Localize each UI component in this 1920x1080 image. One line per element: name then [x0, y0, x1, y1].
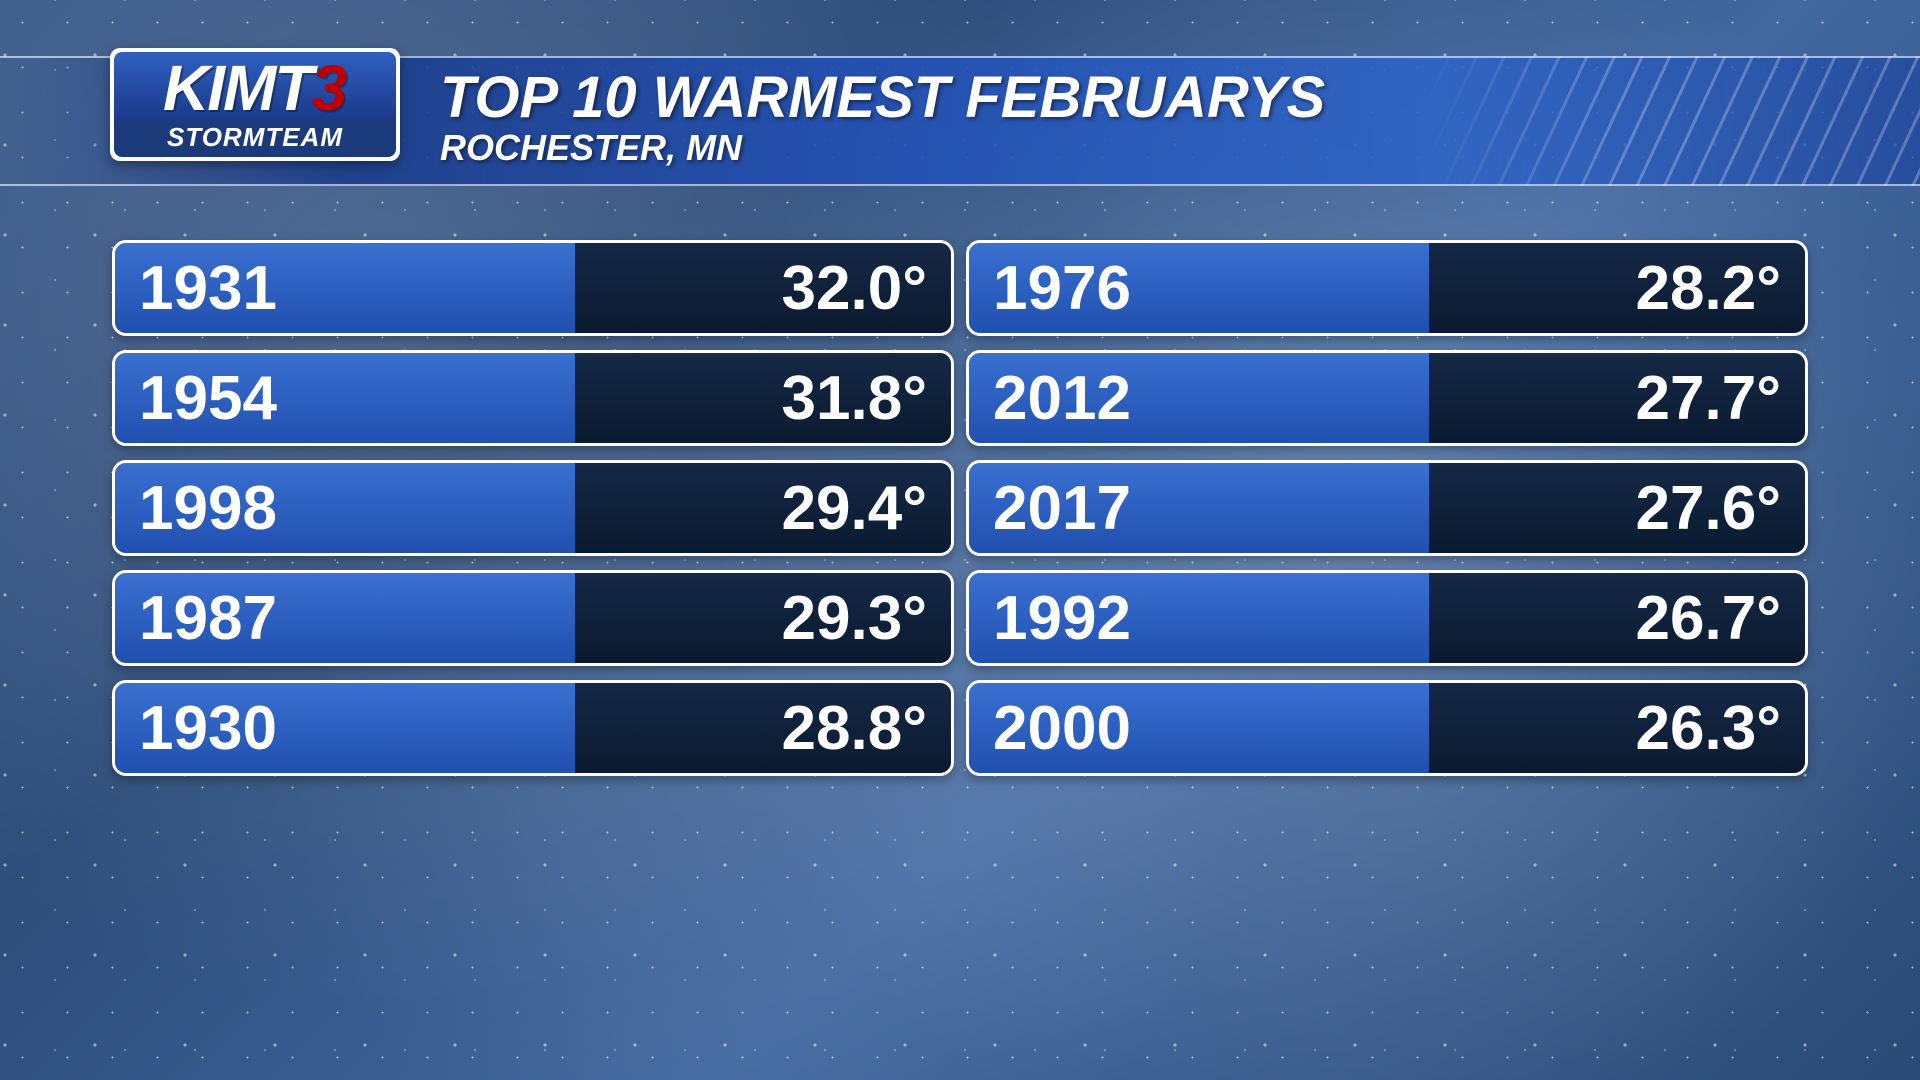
table-row: 2017 27.6°: [966, 460, 1808, 556]
data-column-left: 1931 32.0° 1954 31.8° 1998 29.4° 1987 29…: [112, 240, 954, 776]
year-cell: 1930: [115, 683, 575, 773]
year-cell: 1976: [969, 243, 1429, 333]
temp-cell: 29.3°: [575, 573, 951, 663]
header-diagonal-pattern: [1420, 56, 1920, 186]
year-cell: 2017: [969, 463, 1429, 553]
temp-cell: 27.7°: [1429, 353, 1805, 443]
logo-channel-text: 3: [311, 56, 347, 120]
table-row: 1998 29.4°: [112, 460, 954, 556]
station-logo: KIMT 3 STORMTEAM: [110, 48, 400, 161]
temp-cell: 32.0°: [575, 243, 951, 333]
temp-cell: 29.4°: [575, 463, 951, 553]
year-cell: 1998: [115, 463, 575, 553]
table-row: 2000 26.3°: [966, 680, 1808, 776]
data-table: 1931 32.0° 1954 31.8° 1998 29.4° 1987 29…: [112, 240, 1808, 776]
temp-cell: 31.8°: [575, 353, 951, 443]
year-cell: 1954: [115, 353, 575, 443]
logo-bottom-row: STORMTEAM: [114, 120, 396, 157]
table-row: 1931 32.0°: [112, 240, 954, 336]
table-row: 1976 28.2°: [966, 240, 1808, 336]
logo-container: KIMT 3 STORMTEAM: [110, 48, 400, 161]
table-row: 1930 28.8°: [112, 680, 954, 776]
table-row: 1987 29.3°: [112, 570, 954, 666]
year-cell: 2012: [969, 353, 1429, 443]
subtitle: ROCHESTER, MN: [440, 127, 1325, 169]
logo-top-row: KIMT 3: [114, 52, 396, 120]
year-cell: 2000: [969, 683, 1429, 773]
temp-cell: 27.6°: [1429, 463, 1805, 553]
title-area: TOP 10 WARMEST FEBRUARYS ROCHESTER, MN: [440, 64, 1325, 169]
year-cell: 1931: [115, 243, 575, 333]
temp-cell: 26.3°: [1429, 683, 1805, 773]
main-title: TOP 10 WARMEST FEBRUARYS: [440, 64, 1325, 131]
table-row: 1954 31.8°: [112, 350, 954, 446]
data-column-right: 1976 28.2° 2012 27.7° 2017 27.6° 1992 26…: [966, 240, 1808, 776]
year-cell: 1987: [115, 573, 575, 663]
logo-team-text: STORMTEAM: [167, 122, 343, 152]
temp-cell: 28.2°: [1429, 243, 1805, 333]
logo-station-text: KIMT: [163, 56, 311, 120]
year-cell: 1992: [969, 573, 1429, 663]
temp-cell: 26.7°: [1429, 573, 1805, 663]
table-row: 1992 26.7°: [966, 570, 1808, 666]
table-row: 2012 27.7°: [966, 350, 1808, 446]
temp-cell: 28.8°: [575, 683, 951, 773]
